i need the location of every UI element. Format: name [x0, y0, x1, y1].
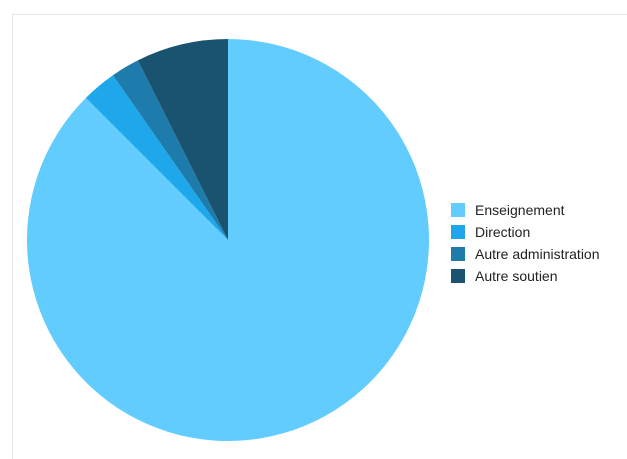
legend-label: Autre soutien	[475, 268, 558, 284]
legend-item-direction[interactable]: Direction	[451, 221, 627, 243]
pie-slice-direction[interactable]	[85, 75, 228, 240]
legend-label: Direction	[475, 224, 531, 240]
legend: Enseignement Direction Autre administrat…	[451, 199, 627, 287]
legend-item-enseignement[interactable]: Enseignement	[451, 199, 627, 221]
legend-label: Enseignement	[475, 202, 565, 218]
legend-item-autre-soutien[interactable]: Autre soutien	[451, 265, 627, 287]
legend-swatch	[451, 203, 465, 217]
pie-slice-enseignement[interactable]	[26, 39, 430, 442]
pie-slice-autre-soutien[interactable]	[137, 39, 228, 240]
legend-swatch	[451, 247, 465, 261]
legend-swatch	[451, 225, 465, 239]
legend-item-autre-administration[interactable]: Autre administration	[451, 243, 627, 265]
legend-label: Autre administration	[475, 246, 600, 262]
legend-swatch	[451, 269, 465, 283]
pie-slice-autre-administration[interactable]	[112, 60, 228, 240]
chart-frame	[12, 14, 627, 459]
